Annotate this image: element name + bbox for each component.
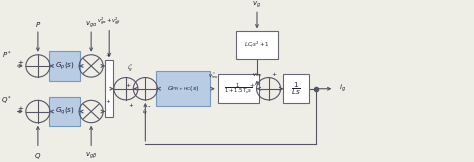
FancyBboxPatch shape [218,74,259,103]
FancyBboxPatch shape [283,74,309,103]
Text: $v_{g\alpha}^2+v_{g\beta}^2$: $v_{g\alpha}^2+v_{g\beta}^2$ [97,16,121,28]
FancyBboxPatch shape [49,51,80,81]
FancyBboxPatch shape [156,71,210,106]
Text: $Q$: $Q$ [34,151,42,161]
Text: +: + [271,72,276,77]
Text: $v_{\mathrm{inv}}$: $v_{\mathrm{inv}}$ [253,72,264,79]
Text: $LC_f s^2+1$: $LC_f s^2+1$ [244,40,270,51]
Text: $v_g$: $v_g$ [253,0,262,10]
Text: +: + [18,60,24,66]
Text: $P$: $P$ [35,20,41,29]
Text: +: + [128,103,133,108]
Text: +: + [126,83,131,88]
Text: +: + [106,53,110,58]
Text: $Q^*$: $Q^*$ [1,95,12,107]
FancyBboxPatch shape [236,31,278,59]
Text: $i_g$: $i_g$ [339,83,346,94]
Text: $P^*$: $P^*$ [2,50,12,61]
Text: $\dfrac{1}{1+1.5T_{s}s}$: $\dfrac{1}{1+1.5T_{s}s}$ [224,81,253,96]
Text: $G_{\mathrm{PR+HC}}(s)$: $G_{\mathrm{PR+HC}}(s)$ [167,84,200,93]
Text: +: + [249,83,254,88]
Text: $v_{g\alpha}$: $v_{g\alpha}$ [85,20,97,30]
Text: +: + [18,106,24,112]
FancyBboxPatch shape [49,97,80,126]
Text: $v_{g\beta}$: $v_{g\beta}$ [85,150,97,161]
Text: +: + [106,99,110,104]
Text: -: - [148,103,150,109]
Text: $G_q(s)$: $G_q(s)$ [55,106,74,117]
Text: $\dfrac{1}{Ls}$: $\dfrac{1}{Ls}$ [291,81,301,97]
Text: $v_{\mathrm{inv}}^*$: $v_{\mathrm{inv}}^*$ [208,70,219,81]
Text: $G_p(s)$: $G_p(s)$ [55,60,74,72]
Text: $i_g^*$: $i_g^*$ [127,63,134,75]
FancyBboxPatch shape [105,60,113,117]
Text: $i_g$: $i_g$ [142,108,148,118]
